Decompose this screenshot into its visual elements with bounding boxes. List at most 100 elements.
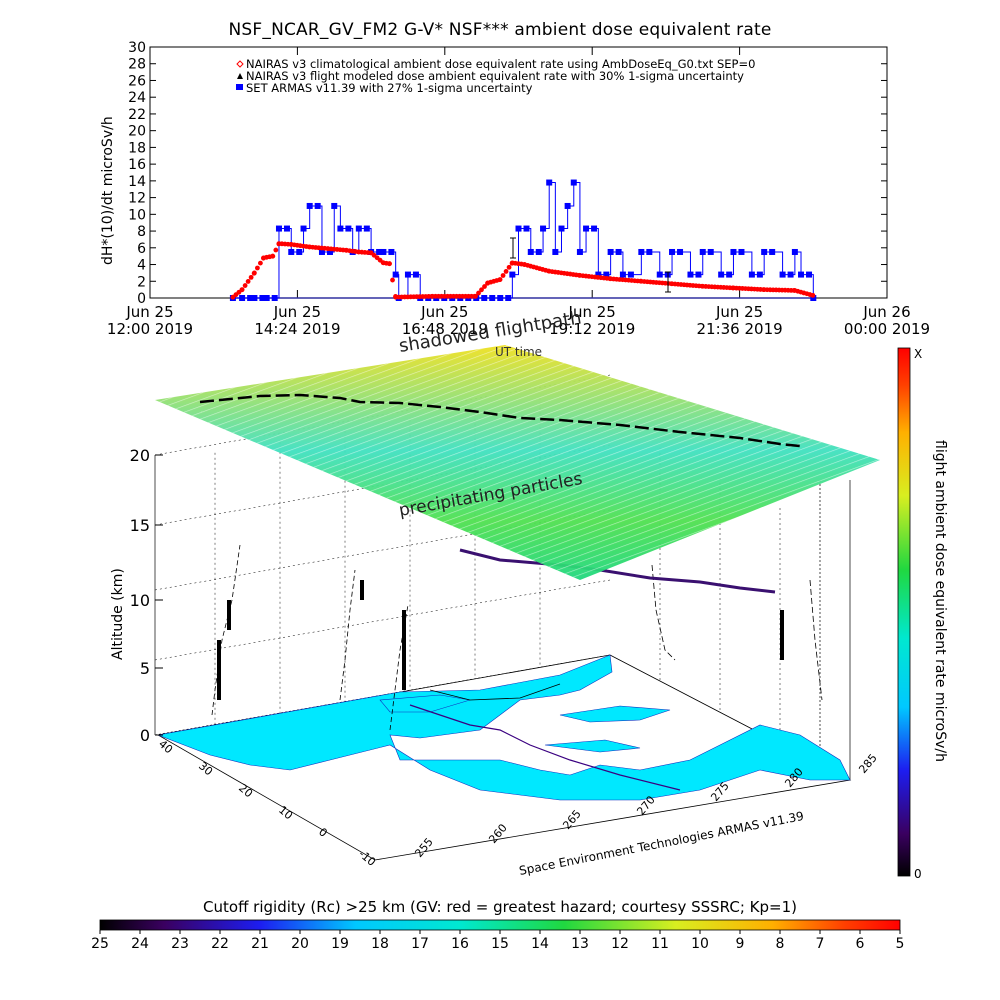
armas-point (798, 271, 805, 278)
x-tick-label-bottom: 14:24 2019 (254, 320, 340, 338)
armas-point (296, 248, 303, 255)
armas-point (337, 225, 344, 232)
armas-point (546, 179, 553, 186)
altitude-axis: 0 5 10 15 20 (130, 446, 163, 745)
armas-point (769, 248, 776, 255)
lon-tick-label: 285 (856, 751, 879, 775)
nairas-point (248, 274, 254, 280)
armas-point (259, 295, 266, 301)
armas-point (376, 248, 383, 255)
armas-point (718, 271, 725, 278)
x-tick-label-top: Jun 25 (420, 303, 468, 321)
nairas-point (273, 247, 279, 253)
chart-title: NSF_NCAR_GV_FM2 G-V* NSF*** ambient dose… (228, 20, 772, 40)
armas-point (707, 248, 714, 255)
armas-point (552, 248, 559, 255)
flight-projection-lines (211, 544, 823, 731)
nairas-point (258, 260, 263, 266)
bottom-tick-label: 16 (451, 936, 469, 952)
armas-series (229, 179, 817, 301)
armas-point (779, 271, 786, 278)
y-tick-label: 4 (137, 258, 146, 274)
legend-label: SET ARMAS v11.39 with 27% 1-sigma uncert… (246, 81, 533, 95)
armas-point (619, 271, 626, 278)
bottom-colorbar: Cutoff rigidity (Rc) >25 km (GV: red = g… (91, 898, 904, 952)
nairas-point (390, 277, 395, 283)
nairas-point (473, 293, 478, 299)
armas-point (300, 225, 307, 232)
armas-point (756, 271, 763, 278)
armas-point (726, 271, 733, 278)
bottom-tick-label: 9 (736, 936, 745, 952)
legend-marker (237, 73, 243, 79)
y-tick-label: 8 (137, 224, 146, 240)
legend-marker (236, 84, 243, 90)
armas-point (481, 295, 488, 301)
y-tick-label: 14 (128, 174, 146, 190)
flight-path-purple (459, 548, 776, 594)
bottom-colorbar-ticks: 25 24 23 22 21 20 19 18 17 16 15 14 13 12 11 10 9 8 7 6 5 (91, 930, 904, 952)
particle-sheet (155, 345, 880, 580)
armas-point (627, 271, 634, 278)
armas-point (791, 248, 798, 255)
altitude-label: Altitude (km) (110, 568, 126, 660)
nairas-point (387, 261, 392, 267)
x-tick-label-bottom: 00:00 2019 (844, 320, 930, 338)
armas-point (271, 295, 278, 301)
bottom-tick-label: 10 (691, 936, 709, 952)
y-tick-label: 0 (137, 291, 146, 307)
y-tick-label: 18 (128, 140, 146, 156)
flight-points-low (217, 580, 784, 700)
armas-line (232, 182, 814, 299)
armas-point (558, 225, 565, 232)
armas-point (615, 248, 622, 255)
x-tick-label-top: Jun 25 (568, 303, 616, 321)
nairas-point (810, 292, 816, 298)
armas-point (283, 225, 290, 232)
grid-line (154, 579, 611, 661)
armas-point (263, 295, 270, 301)
z-tick-label: 5 (140, 659, 150, 678)
armas-point (748, 271, 755, 278)
bottom-tick-label: 6 (856, 936, 865, 952)
armas-point (380, 248, 387, 255)
armas-point (699, 248, 706, 255)
armas-point (570, 179, 577, 186)
x-tick-label-bottom: 19:12 2019 (549, 320, 635, 338)
armas-point (595, 271, 602, 278)
bottom-colorbar-title: Cutoff rigidity (Rc) >25 km (GV: red = g… (203, 898, 797, 916)
armas-point (355, 225, 362, 232)
nairas-point (482, 284, 487, 289)
y-tick-label: 24 (128, 90, 146, 106)
armas-point (363, 225, 370, 232)
x-tick-label-bottom: 16:48 2019 (402, 320, 488, 338)
bottom-tick-label: 13 (571, 936, 589, 952)
armas-point (638, 248, 645, 255)
armas-point (523, 225, 530, 232)
y-tick-label: 12 (128, 191, 146, 207)
right-colorbar-top-label: X (914, 347, 922, 361)
error-bars (510, 237, 671, 293)
armas-point (251, 295, 258, 301)
armas-point (326, 248, 333, 255)
armas-point (331, 202, 338, 209)
y-tick-label: 30 (128, 40, 146, 56)
bottom-tick-label: 23 (171, 936, 189, 952)
legend: NAIRAS v3 climatological ambient dose eq… (236, 57, 755, 95)
nairas-point (255, 265, 260, 271)
armas-point (345, 225, 352, 232)
bottom-tick-label: 22 (211, 936, 229, 952)
nairas-climatological-series (230, 241, 816, 300)
bottom-tick-label: 18 (371, 936, 389, 952)
y-tick-label: 20 (128, 124, 146, 140)
bottom-tick-label: 20 (291, 936, 309, 952)
armas-point (388, 248, 395, 255)
armas-point (603, 271, 610, 278)
nairas-point (252, 270, 257, 276)
bottom-tick-label: 25 (91, 936, 109, 952)
nairas-point (497, 277, 503, 282)
